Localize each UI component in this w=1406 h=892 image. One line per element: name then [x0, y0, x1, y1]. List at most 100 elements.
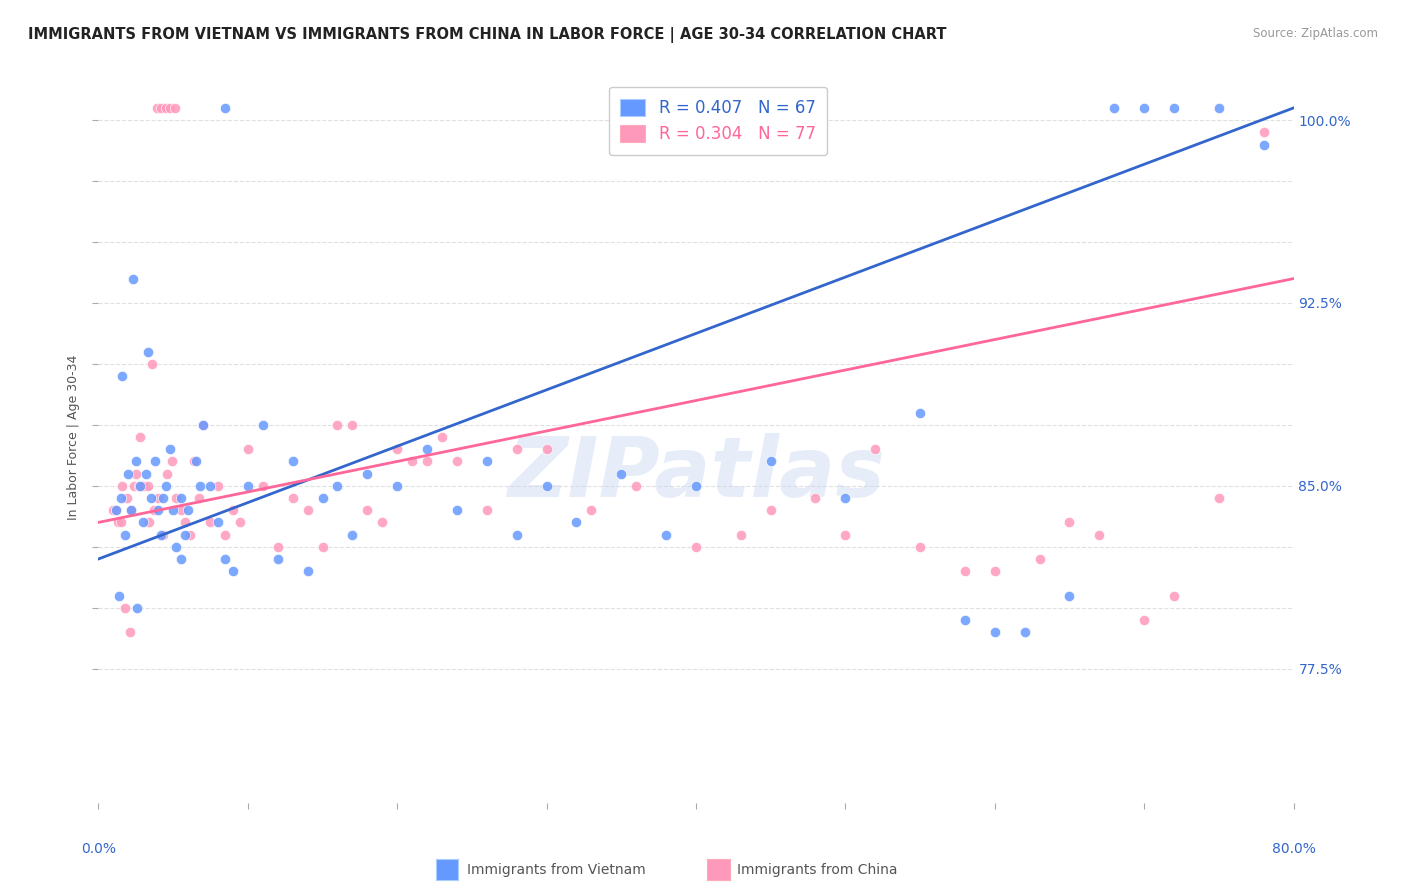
- Point: [169, 491, 191, 505]
- Point: [136, 479, 159, 493]
- Point: [371, 516, 394, 530]
- Point: [1208, 101, 1230, 115]
- Point: [297, 564, 319, 578]
- Point: [125, 454, 148, 468]
- Point: [160, 454, 183, 468]
- Point: [1102, 101, 1125, 115]
- Point: [214, 527, 236, 541]
- Text: Source: ZipAtlas.com: Source: ZipAtlas.com: [1253, 27, 1378, 40]
- Point: [142, 503, 165, 517]
- Point: [252, 417, 274, 432]
- Point: [152, 491, 174, 505]
- Point: [1253, 125, 1275, 139]
- Point: [214, 552, 236, 566]
- Point: [326, 479, 349, 493]
- Point: [281, 491, 304, 505]
- Point: [506, 442, 529, 457]
- Point: [1208, 491, 1230, 505]
- Point: [281, 454, 304, 468]
- Point: [326, 417, 349, 432]
- Point: [125, 467, 148, 481]
- Point: [127, 600, 149, 615]
- Legend: R = 0.407   N = 67, R = 0.304   N = 77: R = 0.407 N = 67, R = 0.304 N = 77: [609, 87, 827, 155]
- Point: [132, 479, 155, 493]
- Point: [114, 527, 136, 541]
- Point: [342, 527, 364, 541]
- Point: [908, 406, 931, 420]
- Point: [165, 540, 187, 554]
- Y-axis label: In Labor Force | Age 30-34: In Labor Force | Age 30-34: [66, 354, 80, 520]
- Point: [159, 442, 181, 457]
- Point: [863, 442, 887, 457]
- Point: [356, 467, 378, 481]
- Point: [342, 417, 364, 432]
- Point: [356, 503, 378, 517]
- Point: [165, 491, 187, 505]
- Point: [759, 454, 782, 468]
- Point: [117, 467, 139, 481]
- Text: Immigrants from China: Immigrants from China: [737, 863, 897, 877]
- Point: [222, 503, 245, 517]
- Point: [1163, 101, 1185, 115]
- Point: [207, 479, 229, 493]
- Point: [148, 491, 170, 505]
- Point: [184, 454, 207, 468]
- Point: [267, 540, 290, 554]
- Point: [1059, 589, 1081, 603]
- Point: [138, 516, 160, 530]
- Point: [114, 600, 136, 615]
- Point: [953, 613, 976, 627]
- Point: [610, 467, 633, 481]
- Point: [150, 527, 173, 541]
- Point: [430, 430, 453, 444]
- Point: [1059, 516, 1081, 530]
- Point: [759, 503, 782, 517]
- Point: [188, 479, 211, 493]
- Text: IMMIGRANTS FROM VIETNAM VS IMMIGRANTS FROM CHINA IN LABOR FORCE | AGE 30-34 CORR: IMMIGRANTS FROM VIETNAM VS IMMIGRANTS FR…: [28, 27, 946, 43]
- Point: [1088, 527, 1111, 541]
- Point: [174, 527, 197, 541]
- Point: [536, 479, 558, 493]
- Point: [685, 479, 707, 493]
- Point: [136, 344, 159, 359]
- Point: [150, 101, 173, 115]
- Point: [222, 564, 245, 578]
- Point: [108, 589, 131, 603]
- Point: [1163, 589, 1185, 603]
- Point: [581, 503, 603, 517]
- Point: [229, 516, 252, 530]
- Point: [984, 625, 1007, 640]
- Point: [311, 540, 333, 554]
- Point: [1028, 552, 1050, 566]
- Point: [385, 479, 409, 493]
- Point: [174, 516, 197, 530]
- Text: ZIPatlas: ZIPatlas: [508, 434, 884, 514]
- Point: [475, 454, 498, 468]
- Point: [252, 479, 274, 493]
- Point: [105, 503, 128, 517]
- Point: [506, 527, 529, 541]
- Point: [908, 540, 931, 554]
- Point: [183, 454, 205, 468]
- Point: [1133, 101, 1156, 115]
- Point: [416, 442, 439, 457]
- Point: [132, 516, 155, 530]
- Point: [1253, 137, 1275, 152]
- Point: [162, 503, 184, 517]
- Point: [446, 503, 468, 517]
- Point: [121, 271, 143, 285]
- Point: [685, 540, 707, 554]
- Point: [143, 454, 166, 468]
- Point: [179, 527, 201, 541]
- Point: [118, 625, 141, 640]
- Point: [446, 454, 468, 468]
- Point: [536, 442, 558, 457]
- Point: [163, 101, 186, 115]
- Point: [134, 479, 156, 493]
- Point: [141, 357, 163, 371]
- Point: [111, 369, 134, 384]
- Point: [236, 442, 259, 457]
- Point: [1133, 613, 1156, 627]
- Point: [655, 527, 678, 541]
- Point: [714, 101, 737, 115]
